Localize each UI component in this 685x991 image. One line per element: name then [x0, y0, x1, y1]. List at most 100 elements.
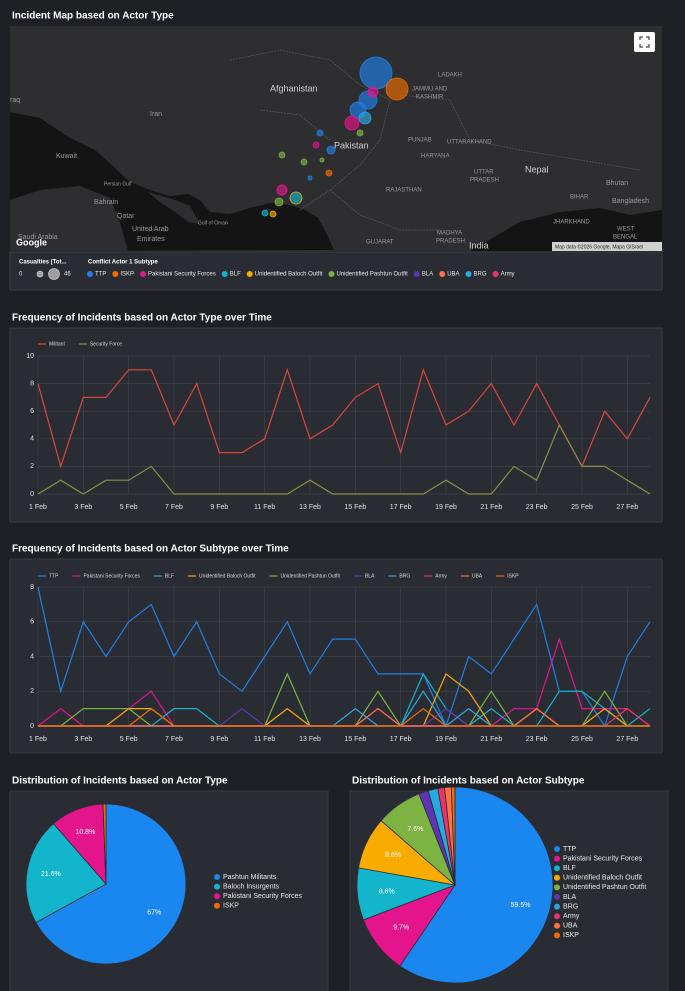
bubble[interactable]: [276, 184, 288, 196]
slice-label: 9.7%: [393, 924, 409, 931]
legend-label: Army: [501, 272, 515, 278]
map[interactable]: raq Iran Afghanistan Kuwait Bahrain Qata…: [10, 26, 662, 251]
map-label: Bangladesh: [612, 198, 649, 205]
legend-label: BLA: [563, 894, 577, 901]
legend-label: Unidentified Baloch Outfit: [255, 272, 323, 278]
bubble[interactable]: [385, 77, 409, 101]
map-label: Gulf of Oman: [198, 220, 228, 226]
x-tick-label: 15 Feb: [344, 736, 366, 743]
bubble[interactable]: [307, 175, 313, 181]
legend-swatch: [140, 271, 147, 277]
legend-swatch: [554, 894, 560, 900]
map-label: BENGAL: [613, 235, 638, 241]
map-legend-panel: [9, 251, 663, 291]
bubble[interactable]: [356, 129, 364, 137]
legend-label: UBA: [472, 573, 483, 579]
x-tick-label: 9 Feb: [210, 736, 228, 743]
x-tick-label: 21 Feb: [480, 504, 502, 511]
legend-label: Pashtun Militants: [223, 874, 277, 881]
x-tick-label: 3 Feb: [74, 504, 92, 511]
x-tick-label: 9 Feb: [210, 504, 228, 511]
bubble[interactable]: [261, 209, 269, 217]
legend-swatch: [492, 271, 499, 277]
x-tick-label: 5 Feb: [120, 736, 138, 743]
slice-label: 67%: [147, 909, 161, 916]
map-label: LADAKH: [438, 73, 462, 79]
bubble[interactable]: [312, 141, 320, 149]
legend-label: ISKP: [507, 573, 519, 579]
bubble[interactable]: [269, 210, 277, 218]
legend-label: BLA: [422, 272, 433, 278]
borders: [229, 49, 641, 231]
y-tick-label: 6: [30, 408, 34, 415]
series-line: [38, 707, 650, 727]
map-label: Pakistan: [334, 140, 369, 150]
slice-label: 7.6%: [407, 826, 423, 833]
chart-title: Frequency of Incidents based on Actor Su…: [12, 544, 289, 555]
map-label: Bahrain: [94, 199, 118, 206]
map-label: RAJASTHAN: [386, 188, 422, 194]
color-legend-title: Conflict Actor 1 Subtype: [88, 260, 158, 266]
map-label: MADHYA: [437, 231, 462, 237]
legend-swatch: [554, 932, 560, 939]
map-logo: Google: [16, 237, 47, 247]
map-label: Emirates: [137, 236, 165, 243]
bubble[interactable]: [274, 197, 284, 207]
bubble[interactable]: [325, 169, 333, 177]
legend-label: ISKP: [120, 272, 134, 278]
bubble[interactable]: [278, 151, 286, 159]
legend-swatch: [214, 883, 220, 890]
legend-swatch: [554, 913, 560, 920]
fullscreen-button[interactable]: [634, 32, 655, 52]
x-tick-label: 19 Feb: [435, 504, 457, 511]
legend-swatch: [246, 271, 253, 277]
map-label: United Arab: [132, 226, 169, 233]
legend-swatch: [439, 271, 446, 277]
bubble[interactable]: [367, 86, 379, 98]
x-tick-label: 25 Feb: [571, 504, 593, 511]
bubble[interactable]: [316, 129, 324, 137]
map-label: raq: [10, 97, 20, 104]
map-label: Bhutan: [606, 180, 628, 187]
bubble[interactable]: [358, 111, 372, 125]
x-tick-label: 11 Feb: [254, 736, 275, 743]
x-tick-label: 23 Feb: [526, 736, 548, 743]
legend-swatch: [465, 271, 472, 277]
slice-label: 59.5%: [511, 902, 531, 909]
chart-title: Frequency of Incidents based on Actor Ty…: [12, 313, 272, 324]
legend-label: TTP: [563, 846, 577, 853]
legend-label: BLF: [563, 865, 576, 872]
x-tick-label: 7 Feb: [165, 736, 183, 743]
map-label: Iran: [150, 111, 162, 118]
bubble[interactable]: [326, 145, 336, 155]
bubble[interactable]: [289, 191, 303, 205]
pie-slice: [25, 823, 107, 924]
x-tick-label: 21 Feb: [480, 736, 502, 743]
size-legend-title: Casualties (Tot...: [19, 260, 67, 266]
legend-swatch: [554, 874, 560, 881]
x-tick-label: 19 Feb: [435, 736, 457, 743]
legend-label: Unidentified Baloch Outfit: [199, 573, 256, 579]
color-legend: TTP ISKP Pakistani Security Forces BLF Unide…: [87, 271, 515, 278]
legend-label: TTP: [49, 573, 59, 579]
bubble[interactable]: [344, 115, 360, 131]
bubble[interactable]: [319, 157, 325, 163]
bubble[interactable]: [300, 158, 308, 166]
legend-label: BRG: [474, 272, 487, 278]
map-label: UTTAR: [474, 170, 494, 176]
map-label: GUJARAT: [366, 240, 394, 246]
legend-label: BLA: [365, 573, 375, 579]
x-tick-label: 25 Feb: [571, 736, 593, 743]
x-tick-label: 17 Feb: [390, 736, 412, 743]
y-tick-label: 10: [26, 353, 34, 360]
legend-swatch: [221, 271, 228, 277]
y-tick-label: 8: [30, 584, 34, 591]
legend-swatch: [214, 893, 220, 900]
map-label: PRADESH: [470, 178, 499, 184]
legend-swatch: [112, 271, 119, 277]
legend-swatch: [554, 846, 560, 852]
series-line: [37, 586, 651, 728]
slice-label: 10.8%: [75, 829, 95, 836]
